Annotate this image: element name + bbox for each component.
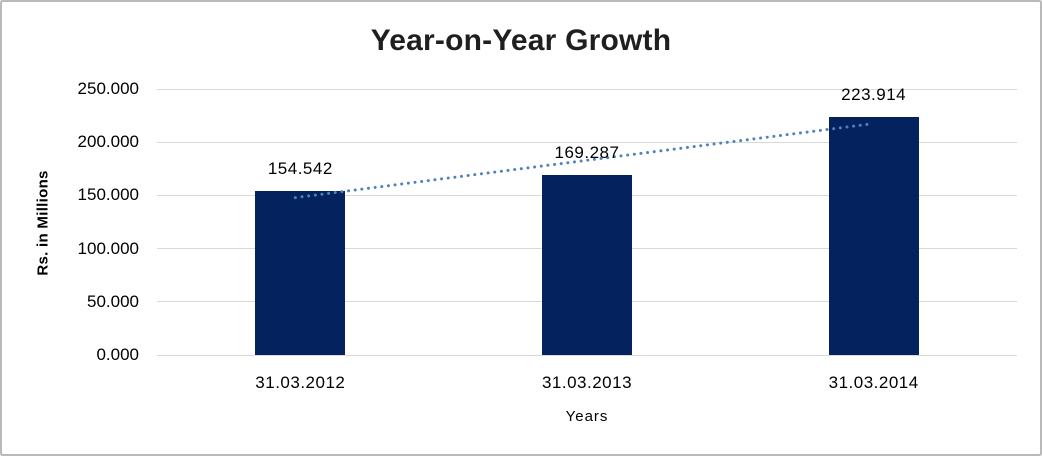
y-tick-label: 150.000 xyxy=(77,185,139,205)
bar-value-label: 154.542 xyxy=(267,158,333,178)
y-tick-label: 100.000 xyxy=(77,238,139,258)
x-tick-label: 31.03.2012 xyxy=(255,373,346,392)
bar-value-label: 223.914 xyxy=(841,84,907,104)
bar xyxy=(255,190,346,355)
y-tick-label: 200.000 xyxy=(77,132,139,152)
y-tick-label: 250.000 xyxy=(77,79,139,98)
x-axis-title: Years xyxy=(565,408,609,425)
y-tick-label: 50.000 xyxy=(87,291,139,311)
x-tick-label: 31.03.2013 xyxy=(541,373,633,392)
bar-value-label: 169.287 xyxy=(554,142,620,162)
gridline xyxy=(157,354,1017,356)
gridline xyxy=(157,88,1017,90)
bar xyxy=(542,174,632,355)
chart-title: Year-on-Year Growth xyxy=(370,24,672,57)
x-tick-label: 31.03.2014 xyxy=(828,373,919,392)
y-tick-label: 0.000 xyxy=(96,345,139,364)
bar xyxy=(828,116,919,355)
